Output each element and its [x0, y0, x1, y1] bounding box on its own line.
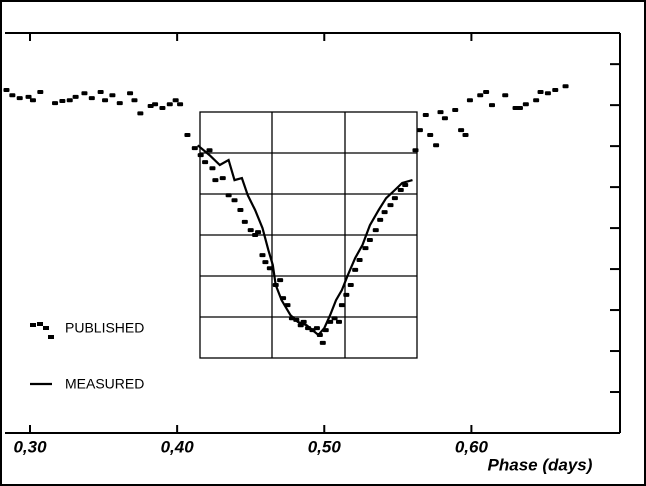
data-point	[372, 228, 379, 233]
data-point	[72, 94, 79, 99]
data-point	[343, 292, 350, 297]
data-point	[522, 102, 529, 107]
data-point	[212, 178, 219, 183]
data-point	[366, 237, 373, 242]
data-point	[255, 230, 262, 235]
data-point	[9, 93, 16, 98]
data-point	[402, 183, 409, 188]
data-point	[377, 217, 384, 222]
data-point	[172, 98, 179, 103]
data-point	[116, 101, 123, 106]
data-point	[338, 303, 345, 308]
data-point	[266, 266, 273, 271]
data-line	[196, 144, 413, 337]
data-point	[88, 96, 95, 101]
data-point	[262, 260, 269, 265]
plot-frame	[5, 32, 621, 434]
data-point	[191, 146, 198, 151]
data-point	[422, 112, 429, 117]
data-point	[452, 108, 459, 113]
data-point	[25, 94, 32, 99]
data-point	[277, 278, 284, 283]
legend-swatch	[30, 323, 36, 327]
x-tick-label: 0,60	[455, 437, 489, 456]
data-point	[109, 93, 116, 98]
data-point	[184, 133, 191, 138]
data-point	[159, 106, 166, 110]
data-point	[237, 208, 244, 213]
data-point	[347, 283, 354, 288]
data-point	[206, 148, 213, 153]
data-point	[16, 96, 23, 101]
data-point	[3, 87, 10, 92]
data-point	[397, 187, 404, 192]
data-point	[458, 128, 465, 133]
data-point	[433, 143, 440, 148]
data-point	[247, 228, 254, 233]
data-point	[241, 219, 248, 224]
data-point	[387, 203, 394, 208]
data-point	[313, 326, 320, 331]
data-point	[412, 148, 419, 153]
data-point	[197, 153, 204, 158]
legend-label: PUBLISHED	[65, 320, 144, 336]
data-point	[552, 87, 559, 92]
data-point	[166, 102, 173, 107]
data-point	[59, 99, 66, 104]
data-point	[225, 193, 232, 198]
data-point	[483, 90, 490, 95]
data-point	[177, 102, 184, 107]
legend-label: MEASURED	[65, 376, 144, 392]
data-point	[209, 166, 216, 171]
data-point	[477, 93, 484, 98]
data-point	[537, 90, 544, 95]
data-point	[97, 90, 104, 95]
data-point	[127, 91, 134, 96]
data-point	[533, 98, 540, 103]
data-point	[81, 91, 88, 96]
data-point	[356, 258, 363, 263]
data-point	[52, 101, 59, 106]
data-point	[441, 116, 448, 121]
data-point	[466, 98, 473, 103]
data-point	[331, 316, 338, 321]
x-tick-label: 0,30	[13, 437, 47, 456]
legend-swatch	[37, 322, 43, 326]
data-point	[462, 133, 469, 138]
data-point	[29, 98, 36, 103]
data-point	[416, 128, 423, 133]
inset-grid	[199, 111, 418, 359]
data-point	[219, 176, 226, 181]
data-point	[427, 133, 434, 138]
data-point	[488, 103, 495, 108]
data-point	[516, 106, 523, 110]
data-point	[66, 98, 73, 103]
data-point	[391, 196, 398, 201]
data-point	[562, 84, 569, 89]
data-point	[352, 267, 359, 272]
data-point	[137, 111, 144, 116]
legend-swatch	[48, 335, 54, 339]
data-point	[362, 246, 369, 251]
data-point	[502, 93, 509, 98]
data-point	[319, 340, 326, 345]
data-point	[544, 91, 551, 96]
data-point	[102, 98, 109, 103]
x-tick-label: 0,50	[308, 437, 342, 456]
data-point	[335, 319, 342, 324]
data-point	[131, 98, 138, 103]
data-point	[202, 160, 209, 165]
data-point	[381, 210, 388, 215]
data-point	[231, 198, 238, 203]
data-point	[152, 102, 159, 107]
data-point	[37, 90, 44, 95]
legend-swatch	[43, 326, 49, 330]
data-point	[437, 110, 444, 115]
data-point	[259, 253, 266, 258]
x-tick-label: 0,40	[161, 437, 195, 456]
x-axis-title: Phase (days)	[488, 455, 593, 474]
